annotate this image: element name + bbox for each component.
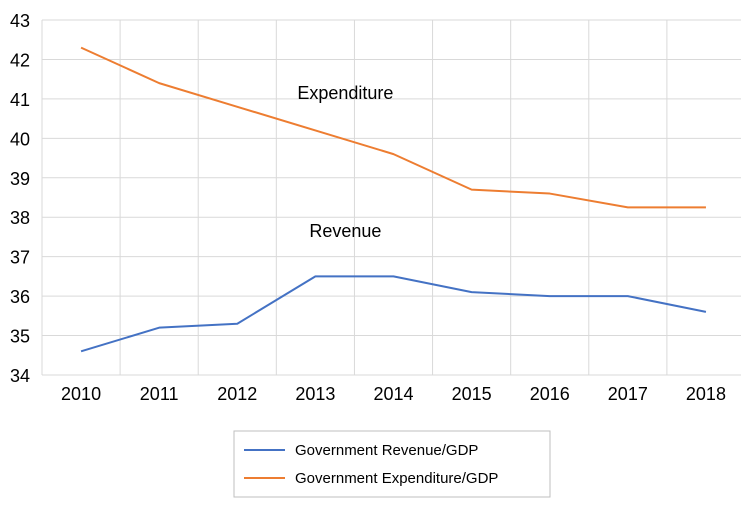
x-tick-label: 2018 — [686, 384, 726, 404]
x-axis-tick-labels: 2010 2011 2012 2013 2014 2015 2016 2017 2018 — [61, 384, 726, 404]
annotation-label: Revenue — [309, 221, 381, 241]
x-tick-label: 2010 — [61, 384, 101, 404]
x-tick-label: 2014 — [373, 384, 413, 404]
y-tick-label: 38 — [10, 208, 30, 228]
y-tick-label: 35 — [10, 327, 30, 347]
grid-lines — [41, 19, 741, 376]
series-lines — [80, 46, 707, 353]
y-tick-label: 39 — [10, 169, 30, 189]
y-tick-label: 34 — [10, 366, 30, 386]
x-tick-label: 2011 — [140, 384, 179, 404]
legend: Government Revenue/GDP Government Expendi… — [233, 430, 551, 498]
expenditure-series-line — [80, 46, 706, 209]
annotations: Expenditure Revenue — [297, 83, 393, 241]
legend-entry-label: Government Expenditure/GDP — [295, 470, 498, 487]
y-tick-label: 43 — [10, 11, 30, 31]
x-tick-label: 2012 — [217, 384, 257, 404]
revenue-series-line — [80, 275, 707, 353]
annotation-label: Expenditure — [297, 83, 393, 103]
y-tick-label: 37 — [10, 248, 30, 268]
x-tick-label: 2013 — [295, 384, 335, 404]
x-tick-label: 2016 — [530, 384, 570, 404]
y-tick-label: 40 — [10, 129, 30, 149]
x-tick-label: 2015 — [452, 384, 492, 404]
legend-entry-label: Government Revenue/GDP — [295, 442, 478, 459]
y-tick-label: 36 — [10, 287, 30, 307]
y-tick-label: 42 — [10, 50, 30, 70]
y-axis-tick-labels: 34 35 36 37 38 39 40 41 42 43 — [10, 11, 30, 386]
y-tick-label: 41 — [10, 90, 30, 110]
x-tick-label: 2017 — [608, 384, 648, 404]
legend-box — [233, 430, 551, 498]
